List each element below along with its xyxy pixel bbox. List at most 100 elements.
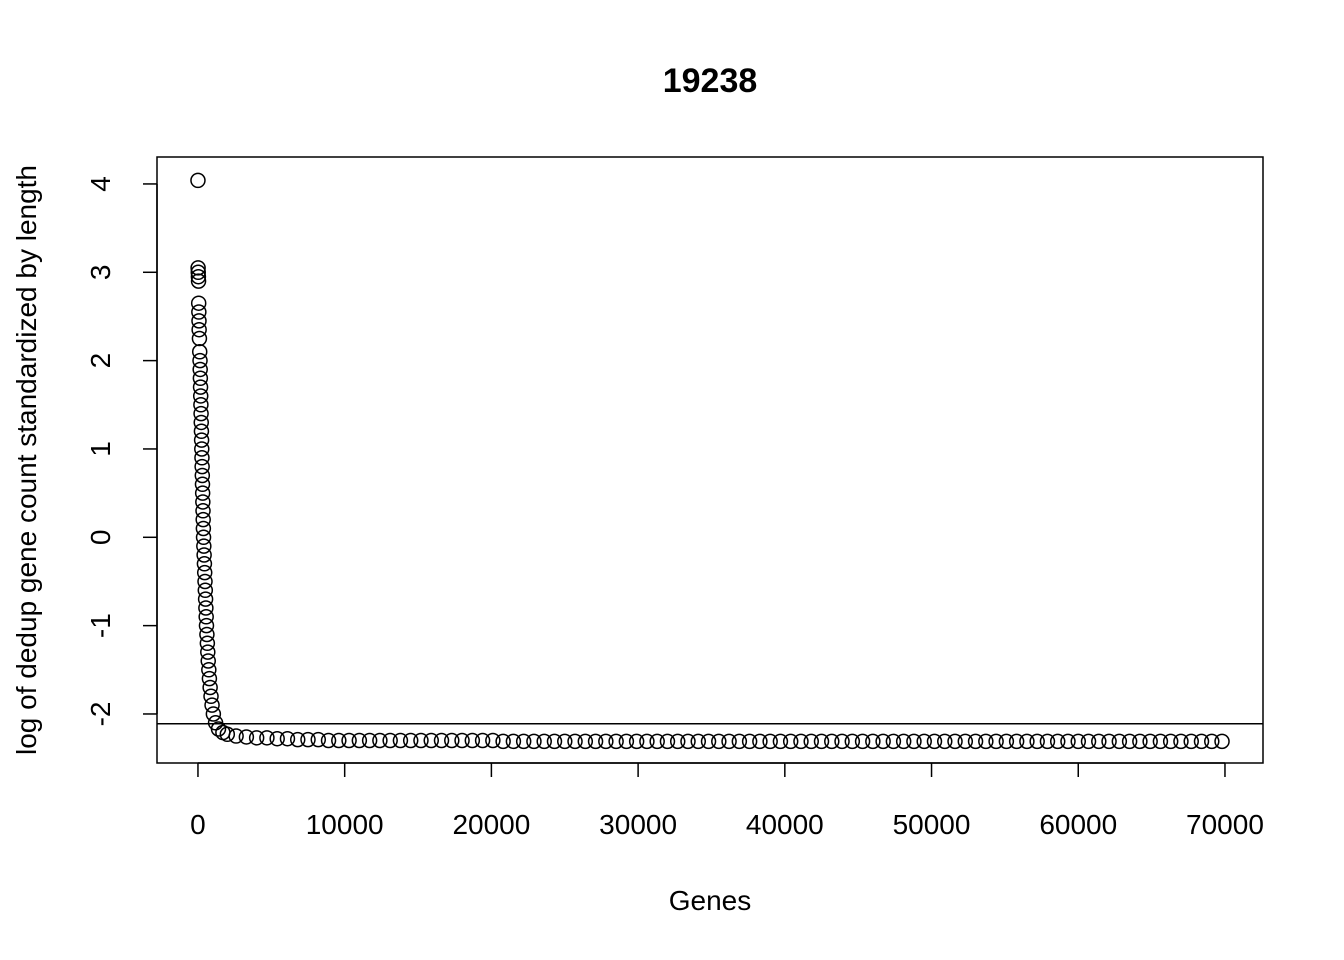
point (782, 733, 799, 750)
point (1019, 733, 1035, 750)
plot-box (156, 156, 1264, 764)
x-tick-label: 30000 (599, 809, 677, 840)
y-tick-label: -1 (85, 613, 116, 638)
point (228, 728, 244, 744)
point (195, 520, 212, 537)
point (194, 450, 210, 466)
point (191, 330, 208, 347)
point (402, 732, 419, 749)
point (526, 733, 542, 750)
point (413, 732, 429, 749)
point (598, 733, 614, 750)
point (854, 733, 871, 750)
point (310, 731, 327, 748)
point (194, 467, 211, 484)
point (906, 733, 922, 750)
point (669, 733, 686, 750)
point (195, 494, 211, 510)
point (885, 733, 902, 750)
point (279, 730, 296, 747)
point (210, 721, 227, 737)
point (331, 732, 347, 749)
point (485, 732, 501, 749)
point (433, 732, 450, 749)
point (190, 268, 207, 285)
point (193, 397, 209, 413)
point (557, 733, 573, 750)
x-axis-label: Genes (669, 885, 752, 916)
point (793, 733, 809, 750)
point (194, 485, 211, 501)
point (700, 733, 717, 750)
point (190, 264, 207, 281)
y-tick-label: 0 (85, 530, 116, 546)
x-tick-label: 10000 (306, 809, 384, 840)
point (269, 730, 285, 747)
point (200, 653, 216, 669)
point (844, 733, 861, 750)
point (505, 733, 522, 750)
point (608, 733, 624, 750)
point (1132, 733, 1148, 750)
point (587, 733, 604, 750)
x-tick-label: 40000 (746, 809, 824, 840)
point (197, 573, 213, 590)
point (834, 733, 850, 750)
point (392, 732, 409, 749)
point (196, 547, 212, 563)
point (201, 662, 217, 678)
point (803, 733, 819, 750)
point (515, 733, 532, 750)
point (191, 304, 207, 320)
point (199, 626, 215, 643)
point (192, 352, 208, 369)
point (191, 321, 207, 338)
point (199, 635, 216, 652)
point (577, 733, 594, 750)
point (1142, 733, 1158, 750)
y-tick-label: 2 (85, 353, 116, 369)
point (300, 731, 316, 748)
point (865, 733, 881, 750)
point (628, 733, 645, 750)
point (320, 732, 337, 749)
point (197, 591, 214, 607)
point (1049, 733, 1066, 750)
point (361, 732, 378, 749)
point (191, 313, 207, 329)
point (1070, 733, 1087, 750)
point (680, 733, 696, 750)
point (1162, 733, 1179, 750)
point (204, 697, 220, 713)
point (248, 730, 265, 746)
point (191, 344, 208, 360)
point (351, 732, 368, 749)
point (998, 733, 1015, 750)
point (190, 273, 207, 289)
point (444, 732, 460, 749)
point (198, 617, 215, 634)
point (1121, 733, 1138, 750)
point (813, 733, 830, 750)
point (957, 733, 974, 750)
point (198, 600, 214, 616)
point (731, 733, 748, 750)
point (1193, 733, 1210, 750)
point (192, 370, 209, 387)
point (1152, 733, 1169, 750)
y-tick-label: -2 (85, 702, 116, 727)
point (205, 706, 222, 722)
point (192, 361, 208, 378)
point (1091, 733, 1107, 750)
point (197, 582, 214, 599)
point (203, 688, 219, 705)
point (639, 733, 655, 750)
point (711, 733, 727, 750)
point (195, 511, 211, 528)
point (1173, 733, 1189, 750)
point (190, 295, 207, 311)
point (464, 732, 481, 749)
point (1101, 733, 1117, 750)
point (1111, 733, 1128, 750)
